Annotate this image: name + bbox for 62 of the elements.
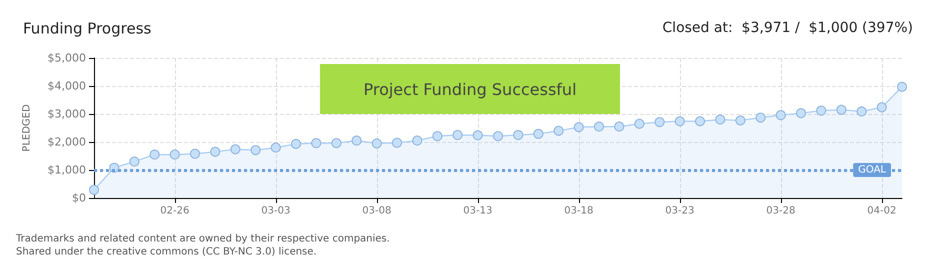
point bbox=[674, 116, 685, 126]
point bbox=[776, 110, 786, 120]
point bbox=[533, 128, 544, 139]
point bbox=[270, 142, 281, 153]
point bbox=[654, 117, 665, 128]
point bbox=[493, 131, 503, 142]
point bbox=[574, 122, 584, 132]
point bbox=[230, 144, 240, 154]
x-tick-label: 03-08 bbox=[362, 206, 392, 216]
point bbox=[129, 156, 140, 167]
point bbox=[614, 122, 624, 132]
point bbox=[331, 138, 342, 148]
y-tick-label: $4,000 bbox=[48, 80, 86, 92]
point bbox=[856, 106, 867, 116]
point bbox=[412, 136, 422, 146]
text: Shared under the creative commons (CC BY-NC 3.0) license. bbox=[16, 246, 317, 258]
y-tick-label: $3,000 bbox=[48, 108, 86, 120]
point bbox=[372, 138, 382, 148]
point bbox=[190, 148, 200, 159]
x-tick-label: 03-28 bbox=[766, 206, 796, 216]
point bbox=[311, 138, 322, 148]
x-tick-label: 03-18 bbox=[564, 206, 594, 216]
point bbox=[796, 108, 806, 118]
ref-line-label: GOAL bbox=[858, 164, 886, 176]
point bbox=[715, 114, 726, 125]
point bbox=[291, 138, 301, 149]
x-tick-label: 03-13 bbox=[463, 206, 492, 216]
y-tick-label: $0 bbox=[72, 192, 86, 204]
y-tick-label: $2,000 bbox=[48, 136, 86, 148]
chart-title: Funding Progress bbox=[23, 20, 152, 38]
point bbox=[634, 118, 644, 129]
point bbox=[816, 106, 826, 116]
point bbox=[89, 184, 99, 195]
point bbox=[876, 102, 887, 112]
point bbox=[897, 82, 907, 92]
y-tick-label: $1,000 bbox=[48, 164, 86, 176]
point bbox=[594, 122, 604, 132]
point bbox=[150, 150, 160, 160]
point bbox=[554, 126, 564, 136]
y-tick-label: $5,000 bbox=[48, 52, 86, 64]
chart-subtitle: Closed at: $3,971 / $1,000 (397%) bbox=[662, 20, 914, 36]
x-tick-label: 03-03 bbox=[261, 206, 290, 216]
x-tick-label: 02-26 bbox=[160, 206, 190, 216]
point bbox=[756, 112, 766, 123]
y-axis-title: PLEDGED bbox=[22, 104, 32, 152]
point bbox=[695, 116, 705, 126]
point bbox=[352, 136, 362, 146]
x-tick-label: 03-23 bbox=[665, 206, 694, 216]
point bbox=[170, 150, 180, 160]
point bbox=[392, 138, 402, 148]
point bbox=[452, 130, 463, 140]
point bbox=[513, 130, 524, 140]
text: Trademarks and related content are owned by their respective companies. bbox=[15, 234, 390, 244]
point bbox=[836, 104, 846, 115]
point bbox=[210, 146, 220, 157]
x-tick-label: 04-02 bbox=[867, 206, 896, 216]
success-banner: Project Funding Successful bbox=[320, 64, 620, 114]
point bbox=[432, 131, 442, 142]
point bbox=[735, 115, 746, 126]
point bbox=[472, 130, 483, 140]
annotation: Project Funding Successful bbox=[363, 80, 577, 98]
point bbox=[250, 145, 261, 156]
